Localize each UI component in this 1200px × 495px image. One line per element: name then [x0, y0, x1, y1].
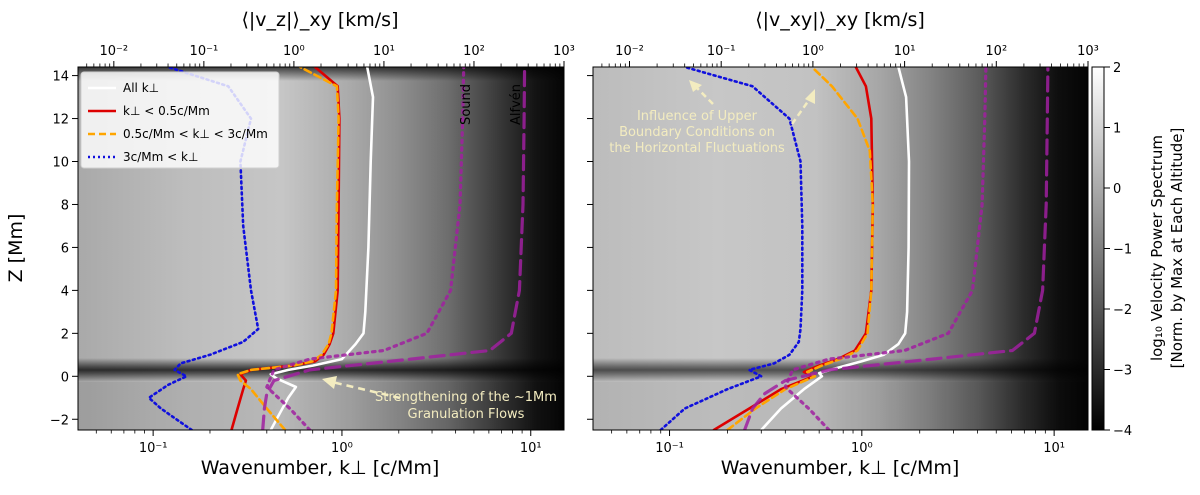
- right-xtick-label: 10¹: [1043, 441, 1065, 456]
- left-annotation-line2: Granulation Flows: [408, 407, 525, 422]
- right-curve-alfv-n: [743, 67, 1050, 430]
- colorbar-tick-label: −1: [1113, 243, 1132, 258]
- colorbar-label-line1: log₁₀ Velocity Power Spectrum: [1148, 135, 1166, 361]
- sound-label: Sound: [459, 84, 474, 125]
- right-xtick-label: 10⁻¹: [655, 441, 684, 456]
- left-curve-sound: [265, 67, 466, 430]
- right-annotation-line3: the Horizontal Fluctuations: [609, 141, 785, 156]
- legend-label-all: All k⊥: [123, 81, 159, 95]
- colorbar-tick-label: 1: [1113, 122, 1121, 137]
- colorbar-ticks: 2 1 0 −1 −2 −3 −4: [1104, 61, 1132, 439]
- right-top-xtick-label: 10⁻²: [615, 44, 644, 59]
- ylabel: Z [Mm]: [5, 214, 27, 283]
- right-top-xtick-label: 10¹: [894, 44, 916, 59]
- left-curve-0-5c-mm-k-3c-mm: [236, 67, 340, 430]
- annotations-right: Influence of Upper Boundary Conditions o…: [609, 80, 815, 156]
- right-curve-all-k: [760, 67, 911, 430]
- right-annotation-line2: Boundary Conditions on: [619, 125, 775, 140]
- left-top-xtick-label: 10²: [463, 44, 485, 59]
- ytick-label: 2: [61, 327, 69, 342]
- left-curve-alfv-n: [261, 67, 527, 430]
- left-top-xtick-label: 10¹: [373, 44, 395, 59]
- right-curve-3c-mm-k: [659, 67, 804, 430]
- right-top-xlabel: ⟨|v_xy|⟩_xy [km/s]: [755, 9, 925, 31]
- right-arrow1-head: [689, 80, 702, 92]
- left-top-xtick-label: 10³: [553, 44, 575, 59]
- colorbar-tick-label: −4: [1113, 424, 1132, 439]
- right-top-xtick-label: 10³: [1077, 44, 1099, 59]
- colorbar-tick-label: −3: [1113, 364, 1132, 379]
- right-curve-0-5c-mm-k-3c-mm: [726, 67, 875, 430]
- right-annotation-line1: Influence of Upper: [637, 109, 758, 124]
- colorbar: 2 1 0 −1 −2 −3 −4 log₁₀ Velocity Power Spectru…: [1091, 61, 1186, 439]
- ytick-label: 14: [52, 70, 69, 85]
- alfven-label: Alfvén: [509, 84, 524, 125]
- legend-label-high: 3c/Mm < k⊥: [123, 150, 198, 164]
- legend-label-mid: 0.5c/Mm < k⊥ < 3c/Mm: [123, 127, 268, 141]
- right-top-xtick-label: 10⁻¹: [707, 44, 736, 59]
- right-curves: [659, 67, 1050, 430]
- colorbar-tick-label: 2: [1113, 61, 1121, 76]
- colorbar-tick-label: −2: [1113, 303, 1132, 318]
- left-xtick-label: 10¹: [520, 441, 542, 456]
- right-arrow1-shaft: [695, 86, 714, 105]
- ytick-label: 8: [61, 198, 69, 213]
- left-xtick-label: 10⁰: [331, 441, 353, 456]
- ytick-label: 12: [52, 113, 69, 128]
- left-xlabel: Wavenumber, k⊥ [c/Mm]: [201, 457, 440, 479]
- right-heatmap: [593, 67, 1088, 430]
- right-arrow2-shaft: [790, 99, 811, 125]
- left-arrow-head: [322, 376, 337, 389]
- right-curve-sound: [783, 67, 988, 430]
- right-arrow2-head: [805, 89, 815, 104]
- ytick-label: 6: [61, 241, 69, 256]
- left-top-xlabel: ⟨|v_z|⟩_xy [km/s]: [241, 9, 398, 31]
- legend: All k⊥ k⊥ < 0.5c/Mm 0.5c/Mm < k⊥ < 3c/Mm…: [80, 71, 280, 169]
- colorbar-label-line2: [Norm. by Max at Each Altitude]: [1168, 128, 1186, 369]
- left-top-xtick-label: 10⁰: [283, 44, 305, 59]
- right-xtick-label: 10⁰: [851, 441, 873, 456]
- left-curves: [147, 67, 527, 430]
- ytick-label: −2: [50, 413, 69, 428]
- left-xtick-label: 10⁻¹: [139, 441, 168, 456]
- left-top-xtick-label: 10⁻¹: [190, 44, 219, 59]
- annotations-left: Sound Alfvén Strengthening of the ~1Mm G…: [322, 84, 557, 422]
- right-top-xtick-label: 10²: [985, 44, 1007, 59]
- colorbar-gradient: [1091, 66, 1105, 431]
- left-annotation-line1: Strengthening of the ~1Mm: [375, 390, 557, 405]
- left-top-xtick-label: 10⁻²: [100, 44, 129, 59]
- ytick-label: 0: [61, 370, 69, 385]
- right-xlabel: Wavenumber, k⊥ [c/Mm]: [721, 457, 960, 479]
- ytick-label: 10: [52, 156, 69, 171]
- ytick-label: 4: [61, 284, 69, 299]
- axis-ticks: 10⁻¹ 10⁰ 10¹ 10⁻² 10⁻¹ 10⁰ 10¹ 10² 10³ −2 0 2 4 6 8 10 1…: [50, 44, 1099, 456]
- legend-label-low: k⊥ < 0.5c/Mm: [123, 104, 210, 118]
- colorbar-tick-label: 0: [1113, 182, 1121, 197]
- left-curve-all-k: [269, 67, 375, 430]
- right-top-xtick-label: 10⁰: [802, 44, 824, 59]
